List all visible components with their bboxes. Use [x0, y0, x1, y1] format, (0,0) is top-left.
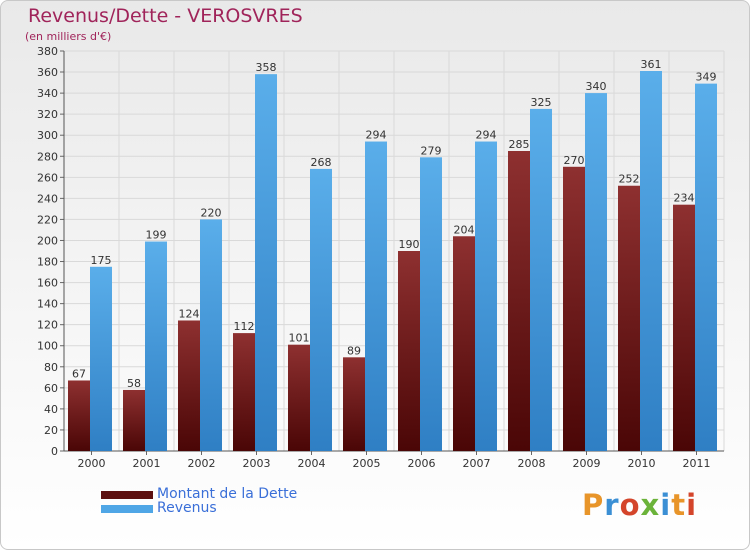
x-tick-label: 2006 [408, 457, 436, 470]
data-label: 349 [696, 71, 717, 84]
y-tick-label: 60 [44, 382, 58, 395]
y-tick-label: 240 [37, 192, 58, 205]
data-label: 358 [256, 61, 277, 74]
chart-subtitle: (en milliers d'€) [25, 30, 112, 43]
bar-dette [288, 344, 310, 451]
data-label: 279 [421, 144, 442, 157]
bar-dette [508, 151, 530, 451]
data-label: 112 [234, 320, 255, 333]
bar-revenus [310, 168, 332, 452]
bar-dette [123, 389, 145, 451]
logo-letter: i [686, 488, 698, 522]
bar-revenus [695, 83, 717, 451]
logo-letter: o [619, 488, 641, 522]
y-tick-label: 360 [37, 66, 58, 79]
bar-revenus [255, 74, 277, 451]
data-label: 89 [347, 344, 361, 357]
y-tick-label: 220 [37, 213, 58, 226]
chart-title: Revenus/Dette - VEROSVRES [28, 5, 303, 27]
y-tick-label: 20 [44, 424, 58, 437]
x-tick-label: 2003 [243, 457, 271, 470]
data-label: 220 [201, 206, 222, 219]
logo-letter: t [671, 488, 687, 522]
legend-label-dette: Montant de la Dette [157, 486, 298, 502]
proxiti-logo: Proxiti [582, 488, 697, 522]
logo-letter: P [582, 488, 605, 522]
data-label: 175 [91, 254, 112, 267]
data-label: 285 [509, 138, 530, 151]
bar-dette [673, 204, 695, 451]
legend-swatch-dette [101, 491, 153, 499]
bar-dette [343, 357, 365, 451]
data-label: 325 [531, 96, 552, 109]
x-tick-label: 2009 [573, 457, 601, 470]
bar-revenus [640, 71, 662, 451]
logo-letter: x [640, 488, 661, 522]
bar-revenus [365, 141, 387, 452]
x-tick-label: 2008 [518, 457, 546, 470]
y-tick-label: 160 [37, 277, 58, 290]
x-tick-label: 2001 [133, 457, 161, 470]
data-label: 361 [641, 58, 662, 71]
y-tick-label: 280 [37, 150, 58, 163]
x-tick-label: 2005 [353, 457, 381, 470]
y-tick-label: 200 [37, 234, 58, 247]
data-label: 190 [399, 238, 420, 251]
bar-revenus [420, 157, 442, 451]
x-tick-label: 2010 [628, 457, 656, 470]
bar-revenus [585, 93, 607, 452]
y-tick-label: 100 [37, 340, 58, 353]
bar-dette [453, 236, 475, 451]
data-label: 294 [366, 129, 387, 142]
y-tick-label: 40 [44, 403, 58, 416]
bar-revenus [90, 266, 112, 451]
logo-letter: i [660, 488, 672, 522]
x-tick-label: 2007 [463, 457, 491, 470]
bar-revenus [200, 219, 222, 451]
data-label: 58 [127, 377, 141, 390]
bar-dette [563, 166, 585, 451]
y-tick-label: 300 [37, 129, 58, 142]
y-tick-label: 320 [37, 108, 58, 121]
data-label: 252 [619, 173, 640, 186]
legend-label-revenus: Revenus [157, 500, 217, 516]
data-label: 294 [476, 129, 497, 142]
y-tick-label: 80 [44, 361, 58, 374]
y-tick-label: 0 [51, 445, 58, 458]
bar-dette [618, 185, 640, 451]
bar-dette [178, 320, 200, 451]
data-label: 199 [146, 229, 167, 242]
data-label: 124 [179, 307, 200, 320]
bar-revenus [475, 141, 497, 452]
x-tick-label: 2002 [188, 457, 216, 470]
bar-revenus [530, 108, 552, 451]
data-label: 268 [311, 156, 332, 169]
y-tick-label: 120 [37, 319, 58, 332]
data-label: 67 [72, 367, 86, 380]
data-label: 270 [564, 154, 585, 167]
data-label: 204 [454, 223, 475, 236]
data-label: 234 [674, 192, 695, 205]
bar-revenus [145, 241, 167, 451]
bar-dette [398, 251, 420, 451]
logo-letter: r [604, 488, 620, 522]
y-tick-label: 180 [37, 256, 58, 269]
y-tick-label: 260 [37, 171, 58, 184]
y-tick-label: 140 [37, 298, 58, 311]
y-tick-label: 380 [37, 45, 58, 58]
x-tick-label: 2011 [683, 457, 711, 470]
legend-swatch-revenus [101, 505, 153, 513]
y-tick-label: 340 [37, 87, 58, 100]
bar-dette [68, 380, 90, 451]
x-tick-label: 2004 [298, 457, 326, 470]
x-tick-label: 2000 [78, 457, 106, 470]
bar-dette [233, 333, 255, 451]
data-label: 101 [289, 332, 310, 345]
data-label: 340 [586, 80, 607, 93]
